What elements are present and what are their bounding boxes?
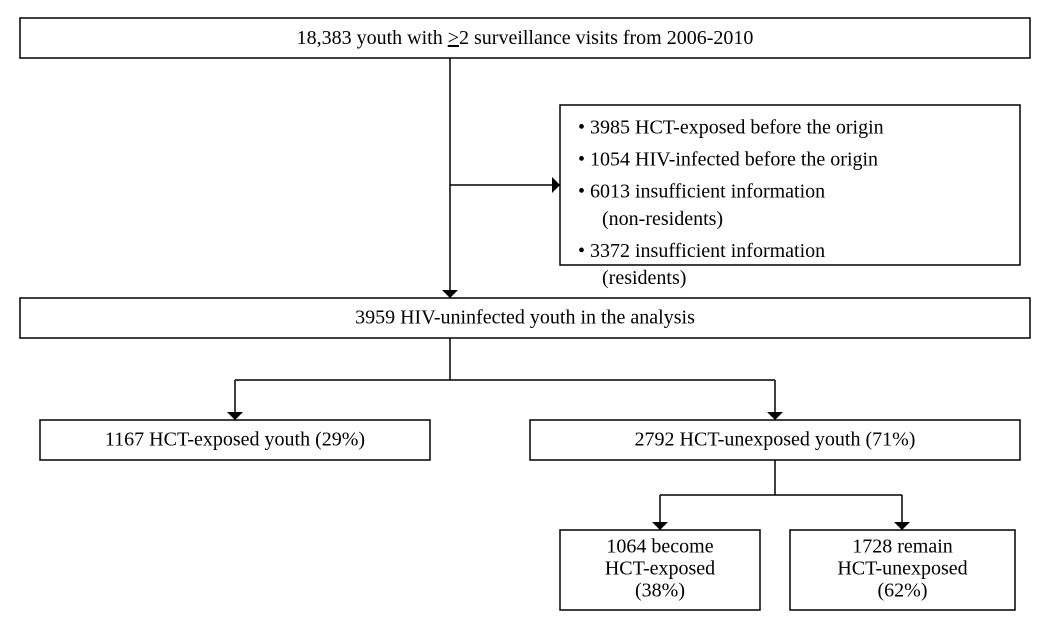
exclusion-item-3-sub: (residents) <box>602 267 686 289</box>
remain-unexposed-line-0: 1728 remain <box>852 536 953 558</box>
exclusion-item-0: • 3985 HCT-exposed before the origin <box>578 117 884 139</box>
exclusion-item-2: • 6013 insufficient information <box>578 181 825 203</box>
remain-unexposed-line-1: HCT-unexposed <box>837 558 967 580</box>
analysis-label: 3959 HIV-uninfected youth in the analysi… <box>355 307 695 329</box>
exclusion-item-1: • 1054 HIV-infected before the origin <box>578 149 878 171</box>
unexposed-label: 2792 HCT-unexposed youth (71%) <box>635 429 916 451</box>
become-exposed-line-0: 1064 become <box>606 536 713 558</box>
remain-unexposed-line-2: (62%) <box>878 580 928 602</box>
top-cohort-label: 18,383 youth with >2 surveillance visits… <box>297 27 754 49</box>
exposed-label: 1167 HCT-exposed youth (29%) <box>105 429 365 451</box>
exclusion-item-2-sub: (non-residents) <box>602 208 723 230</box>
exclusion-item-3: • 3372 insufficient information <box>578 240 825 262</box>
become-exposed-line-1: HCT-exposed <box>605 558 715 580</box>
become-exposed-line-2: (38%) <box>635 580 685 602</box>
